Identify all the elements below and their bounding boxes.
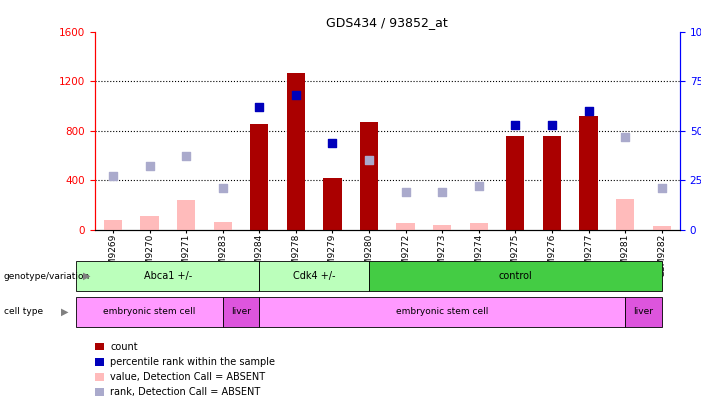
Text: count: count bbox=[110, 341, 137, 352]
Text: value, Detection Call = ABSENT: value, Detection Call = ABSENT bbox=[110, 371, 265, 382]
Point bbox=[546, 122, 557, 128]
Bar bbox=[250, 124, 268, 230]
Point bbox=[400, 189, 411, 195]
Text: Cdk4 +/-: Cdk4 +/- bbox=[293, 271, 335, 281]
Text: rank, Detection Call = ABSENT: rank, Detection Call = ABSENT bbox=[110, 386, 260, 396]
Point bbox=[437, 189, 448, 195]
Point bbox=[510, 122, 521, 128]
Text: control: control bbox=[498, 271, 532, 281]
Bar bbox=[506, 135, 524, 230]
Bar bbox=[177, 200, 196, 230]
Point bbox=[583, 108, 594, 114]
Bar bbox=[397, 223, 415, 230]
Text: embryonic stem cell: embryonic stem cell bbox=[396, 307, 489, 316]
Point bbox=[254, 104, 265, 110]
Bar bbox=[616, 199, 634, 230]
Bar bbox=[653, 226, 671, 230]
Text: ▶: ▶ bbox=[83, 271, 90, 281]
Point bbox=[144, 163, 155, 169]
Text: liver: liver bbox=[634, 307, 653, 316]
Bar bbox=[104, 221, 122, 230]
Point bbox=[180, 153, 191, 160]
Bar bbox=[360, 122, 378, 230]
Text: Abca1 +/-: Abca1 +/- bbox=[144, 271, 192, 281]
Point bbox=[620, 133, 631, 140]
Text: cell type: cell type bbox=[4, 307, 43, 316]
Bar bbox=[470, 223, 488, 230]
Point bbox=[107, 173, 118, 179]
Title: GDS434 / 93852_at: GDS434 / 93852_at bbox=[327, 16, 448, 29]
Text: embryonic stem cell: embryonic stem cell bbox=[103, 307, 196, 316]
Point bbox=[656, 185, 667, 191]
Bar bbox=[140, 216, 158, 230]
Bar bbox=[433, 225, 451, 230]
Text: percentile rank within the sample: percentile rank within the sample bbox=[110, 356, 275, 367]
Text: ▶: ▶ bbox=[61, 307, 69, 317]
Point bbox=[327, 139, 338, 146]
Bar bbox=[323, 178, 341, 230]
Text: liver: liver bbox=[231, 307, 251, 316]
Point bbox=[363, 157, 374, 164]
Bar bbox=[287, 72, 305, 230]
Bar bbox=[214, 222, 232, 230]
Point bbox=[290, 92, 301, 98]
Text: genotype/variation: genotype/variation bbox=[4, 272, 90, 281]
Point bbox=[217, 185, 229, 191]
Point bbox=[473, 183, 484, 189]
Bar bbox=[579, 116, 598, 230]
Bar bbox=[543, 135, 561, 230]
